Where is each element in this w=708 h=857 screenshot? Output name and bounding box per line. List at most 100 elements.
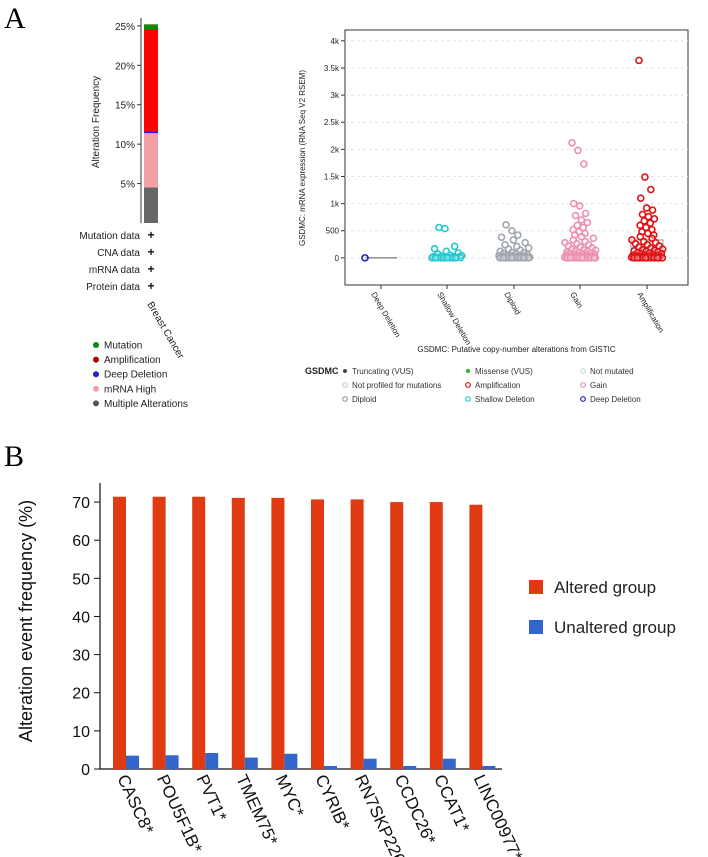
- y-tick-label: 10: [72, 724, 90, 741]
- data-point: [508, 226, 516, 235]
- data-point: [566, 254, 575, 262]
- x-tick-label: Amplification: [635, 291, 665, 335]
- x-tick-label: LINC00977*: [470, 772, 527, 857]
- data-point: [431, 254, 440, 262]
- bar-unaltered-group: [403, 765, 417, 769]
- data-point: [577, 216, 586, 224]
- data-point: [646, 219, 655, 227]
- profile-mark: +: [147, 228, 154, 242]
- stacked-segment-deep-deletion: [144, 131, 158, 134]
- y-tick-label: 70: [72, 495, 90, 512]
- bar-altered-group: [231, 497, 245, 769]
- y-tick-label: 40: [72, 609, 90, 626]
- data-point: [636, 232, 645, 241]
- profile-mark: +: [147, 262, 154, 276]
- data-point: [578, 254, 587, 262]
- y-tick-label: 0: [335, 254, 340, 263]
- data-point: [574, 146, 582, 155]
- legend-label: Amplification: [475, 381, 520, 390]
- legend-label: Multiple Alterations: [104, 399, 188, 410]
- bar-unaltered-group: [363, 758, 377, 769]
- x-tick-label: MYC*: [272, 772, 308, 821]
- data-point: [581, 209, 590, 218]
- legend-swatch: [529, 620, 543, 634]
- legend-swatch: [93, 400, 99, 407]
- gsdmc-expression-plot: 0 500 1k 1.5k 2k 2.5k 3k 3.5k 4k GSDMC: mRNA expr…: [298, 29, 689, 404]
- bar-unaltered-group: [324, 765, 337, 769]
- x-tick-label: Gain: [568, 291, 584, 310]
- legend-label: Shallow Deletion: [475, 395, 535, 404]
- alteration-event-chart: 0 10 20 30 40 50 60 70 Alteration event frequenc…: [16, 483, 676, 857]
- legend-swatch: [580, 396, 586, 402]
- y-tick-label: 2k: [331, 145, 340, 154]
- x-tick-label: CCAT1*: [430, 772, 473, 836]
- bar-altered-group: [113, 496, 126, 769]
- data-point: [575, 201, 584, 210]
- y-axis-title: Alteration event frequency (%): [16, 500, 36, 742]
- legend-label: Missense (VUS): [475, 367, 533, 376]
- legend-label: Amplification: [104, 355, 161, 366]
- data-point: [650, 215, 659, 223]
- bar-unaltered-group: [244, 757, 258, 769]
- data-point: [441, 224, 449, 233]
- stacked-segment-mrna-high: [144, 133, 158, 188]
- data-point: [571, 211, 580, 220]
- y-tick-label: 3.5k: [324, 64, 340, 73]
- legend-label: Altered group: [554, 578, 656, 597]
- legend-swatch: [580, 368, 586, 374]
- bar-altered-group: [469, 504, 483, 769]
- data-point: [638, 210, 647, 219]
- y-tick-label: 1k: [331, 200, 340, 209]
- data-point: [583, 218, 592, 227]
- legend-label: Unaltered group: [554, 618, 676, 637]
- bar-altered-group: [350, 499, 364, 769]
- data-point: [647, 185, 655, 194]
- data-point: [590, 254, 598, 262]
- y-tick-label: 5%: [121, 180, 136, 191]
- bar-altered-group: [152, 496, 166, 769]
- y-tick-label: 3k: [331, 91, 340, 100]
- profile-label: mRNA data: [89, 265, 141, 276]
- legend-title: GSDMC: [305, 366, 339, 376]
- legend-label: Not mutated: [590, 367, 634, 376]
- bar-altered-group: [271, 497, 285, 769]
- legend-swatch: [93, 356, 99, 363]
- legend-swatch: [93, 385, 99, 392]
- data-point: [636, 194, 645, 202]
- x-tick-label: Diploid: [502, 291, 522, 317]
- y-tick-label: 15%: [115, 101, 135, 112]
- data-point: [521, 238, 530, 247]
- legend-swatch: [93, 371, 99, 378]
- bar-unaltered-group: [165, 755, 179, 769]
- y-tick-label: 10%: [115, 140, 135, 151]
- data-point: [450, 242, 459, 251]
- profile-mark: +: [147, 279, 154, 293]
- data-point: [361, 254, 369, 262]
- legend-swatch: [342, 382, 348, 388]
- y-tick-label: 1.5k: [324, 172, 340, 181]
- x-tick-label: Shallow Deletion: [435, 291, 473, 347]
- x-tick-label: PVT1*: [193, 772, 231, 825]
- legend-swatch: [343, 369, 347, 373]
- panel-label-a: A: [4, 2, 26, 35]
- legend-swatch: [465, 396, 471, 402]
- data-point: [636, 221, 644, 230]
- data-point: [642, 204, 651, 212]
- stacked-segment-amplification: [144, 29, 158, 132]
- data-point: [451, 254, 460, 262]
- alteration-frequency-chart: 5% 10% 15% 20% 25% Alteration Frequency Mutati…: [79, 18, 188, 410]
- y-axis-title: Alteration Frequency: [91, 76, 102, 168]
- legend-swatch: [466, 369, 470, 373]
- data-point: [497, 233, 506, 242]
- plot-frame: [344, 29, 689, 286]
- data-point: [502, 220, 510, 229]
- legend-label: Mutation: [104, 341, 142, 352]
- bar-unaltered-group: [205, 752, 219, 769]
- data-point: [443, 254, 452, 262]
- legend-label: Deep Deletion: [590, 395, 641, 404]
- bar-unaltered-group: [126, 755, 139, 769]
- bar-unaltered-group: [442, 758, 456, 769]
- x-tick-label: Deep Deletion: [369, 291, 402, 339]
- profile-label: Mutation data: [79, 231, 140, 242]
- y-tick-label: 500: [326, 227, 340, 236]
